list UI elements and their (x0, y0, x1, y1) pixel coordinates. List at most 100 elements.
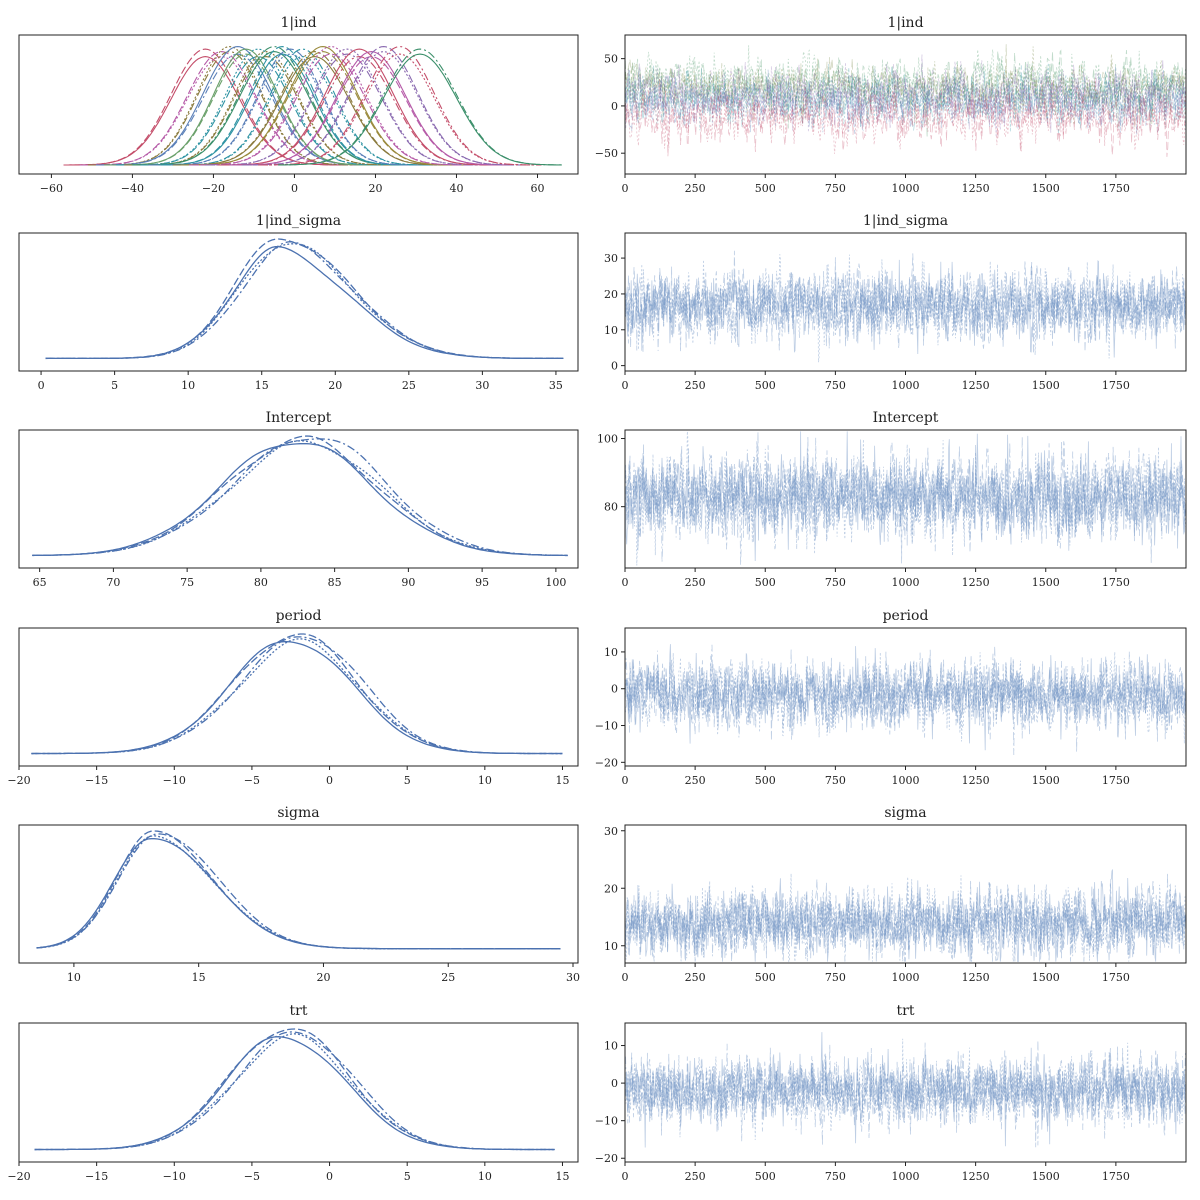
x-tick-label: 1500 (1032, 182, 1060, 195)
panel-title: 1|ind_sigma (256, 213, 341, 229)
density-curve (278, 48, 562, 166)
x-tick-label: 1500 (1032, 971, 1060, 984)
x-tick-label: 0 (622, 576, 629, 589)
axes-frame (18, 627, 579, 767)
y-tick-label: −20 (595, 1152, 618, 1165)
density-curve-chain (32, 443, 568, 557)
x-tick-label: 5 (404, 1170, 411, 1183)
panel-sigma_density: sigma 10 15 20 25 30 (18, 805, 580, 984)
x-tick-label: −10 (163, 1170, 186, 1183)
density-curve (116, 48, 400, 166)
y-tick-label: 10 (604, 940, 618, 953)
axes-frame (624, 627, 1187, 767)
density-curve-chain (34, 1033, 555, 1151)
density-curve (181, 51, 465, 166)
x-tick-label: 1250 (962, 1170, 990, 1183)
y-tick-label: 50 (604, 53, 618, 66)
x-tick-label: 1250 (962, 774, 990, 787)
x-tick-label: −10 (163, 774, 186, 787)
trace-line-chain (624, 651, 1186, 744)
density-curve-chain (31, 636, 563, 755)
x-tick-label: 1500 (1032, 576, 1060, 589)
density-curve (172, 56, 457, 166)
density-curve (124, 56, 408, 166)
density-curve-chain (32, 438, 568, 557)
trace-line-chain (624, 1038, 1186, 1141)
trace-line-chain (624, 872, 1186, 963)
x-tick-label: 1000 (892, 576, 920, 589)
trace-line (624, 65, 1186, 134)
y-tick-label: 20 (604, 288, 618, 301)
x-tick-label: 500 (755, 576, 776, 589)
density-curve-chain (36, 838, 561, 950)
density-curve (172, 51, 457, 166)
x-tick-label: 0 (622, 774, 629, 787)
x-tick-label: 500 (755, 1170, 776, 1183)
density-curve (217, 48, 501, 166)
density-curve (160, 48, 445, 166)
x-tick-label: 1750 (1102, 182, 1130, 195)
x-tick-label: 1000 (892, 971, 920, 984)
y-tick-label: 30 (604, 252, 618, 265)
density-curve-chain (36, 833, 561, 950)
trace-line-chain (624, 254, 1186, 363)
trace-line (624, 66, 1186, 135)
panel-title: 1|ind_sigma (863, 213, 948, 229)
trace-line (624, 44, 1186, 128)
panel-title: period (883, 608, 929, 624)
x-tick-label: 500 (755, 379, 776, 392)
x-tick-label: 0 (622, 379, 629, 392)
x-tick-label: 750 (825, 576, 846, 589)
x-tick-label: 1750 (1102, 774, 1130, 787)
x-tick-label: 750 (825, 379, 846, 392)
trace-line-chain (624, 259, 1186, 358)
panel-title: 1|ind (887, 15, 923, 31)
panel-sigma_ind_density: 1|ind_sigma 0 5 10 15 20 25 30 35 (18, 213, 579, 392)
x-tick-label: 10 (478, 1170, 492, 1183)
density-curve (241, 46, 526, 166)
trace-line-chain (624, 431, 1186, 562)
x-tick-label: 750 (825, 971, 846, 984)
trace-line (624, 68, 1186, 134)
x-tick-label: 500 (755, 971, 776, 984)
trace-line (624, 54, 1186, 133)
x-tick-label: 5 (111, 379, 118, 392)
x-tick-label: 0 (622, 182, 629, 195)
x-tick-label: 250 (685, 379, 706, 392)
panel-period_density: period −20 −15 −10 −5 0 5 10 15 (7, 608, 579, 787)
x-tick-label: 15 (555, 774, 569, 787)
x-tick-label: −60 (40, 182, 63, 195)
x-tick-label: 80 (254, 576, 268, 589)
axes-frame (624, 429, 1187, 569)
density-curve-chain (45, 243, 564, 360)
y-tick-label: 10 (604, 646, 618, 659)
x-tick-label: 5 (404, 774, 411, 787)
x-tick-label: 1500 (1032, 379, 1060, 392)
x-tick-label: 250 (685, 182, 706, 195)
x-tick-label: 1500 (1032, 1170, 1060, 1183)
x-tick-label: 90 (401, 576, 415, 589)
x-tick-label: 40 (449, 182, 463, 195)
axes-frame (624, 824, 1187, 964)
y-tick-label: 30 (604, 825, 618, 838)
trace-line-chain (624, 436, 1186, 566)
x-tick-label: 20 (328, 379, 342, 392)
x-tick-label: 85 (328, 576, 342, 589)
trace-line-chain (624, 1032, 1186, 1148)
x-tick-label: 15 (255, 379, 269, 392)
y-tick-label: 100 (597, 433, 618, 446)
x-tick-label: 95 (475, 576, 489, 589)
x-tick-label: −15 (85, 1170, 108, 1183)
density-curve (258, 46, 542, 166)
x-tick-label: 65 (33, 576, 47, 589)
density-curve (63, 48, 348, 166)
x-tick-label: 0 (326, 774, 333, 787)
x-tick-label: −5 (244, 774, 260, 787)
x-tick-label: 1750 (1102, 971, 1130, 984)
trace-line-chain (624, 644, 1186, 756)
x-tick-label: 1000 (892, 379, 920, 392)
y-tick-label: −50 (595, 147, 618, 160)
axes-frame (624, 232, 1187, 372)
y-tick-label: −20 (595, 756, 618, 769)
